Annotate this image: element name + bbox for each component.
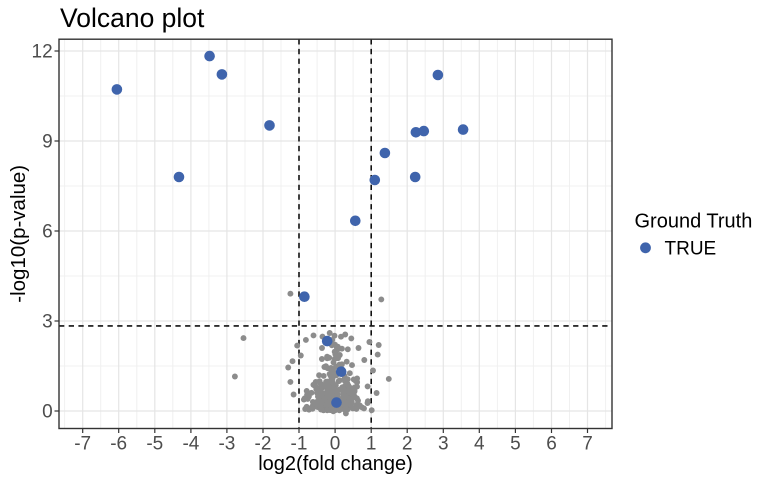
svg-text:0: 0 <box>330 434 341 455</box>
svg-text:6: 6 <box>546 434 557 455</box>
svg-text:3: 3 <box>42 312 53 333</box>
svg-text:1: 1 <box>366 434 377 455</box>
svg-text:log2(fold change): log2(fold change) <box>258 453 413 475</box>
svg-text:-2: -2 <box>255 434 272 455</box>
svg-text:5: 5 <box>510 434 521 455</box>
svg-text:-log10(p-value): -log10(p-value) <box>7 165 30 303</box>
svg-text:-5: -5 <box>146 434 163 455</box>
svg-text:12: 12 <box>32 42 53 63</box>
svg-text:0: 0 <box>42 402 53 423</box>
svg-text:Ground Truth: Ground Truth <box>635 211 753 233</box>
svg-text:7: 7 <box>582 434 593 455</box>
svg-text:-3: -3 <box>218 434 235 455</box>
svg-text:-1: -1 <box>291 434 308 455</box>
svg-text:-7: -7 <box>74 434 91 455</box>
svg-text:-6: -6 <box>110 434 127 455</box>
svg-text:4: 4 <box>474 434 485 455</box>
svg-text:3: 3 <box>438 434 449 455</box>
svg-text:TRUE: TRUE <box>665 239 717 260</box>
svg-text:-4: -4 <box>182 434 199 455</box>
svg-text:2: 2 <box>402 434 413 455</box>
svg-text:Volcano plot: Volcano plot <box>60 3 205 33</box>
svg-text:9: 9 <box>42 132 53 153</box>
svg-text:6: 6 <box>42 222 53 243</box>
